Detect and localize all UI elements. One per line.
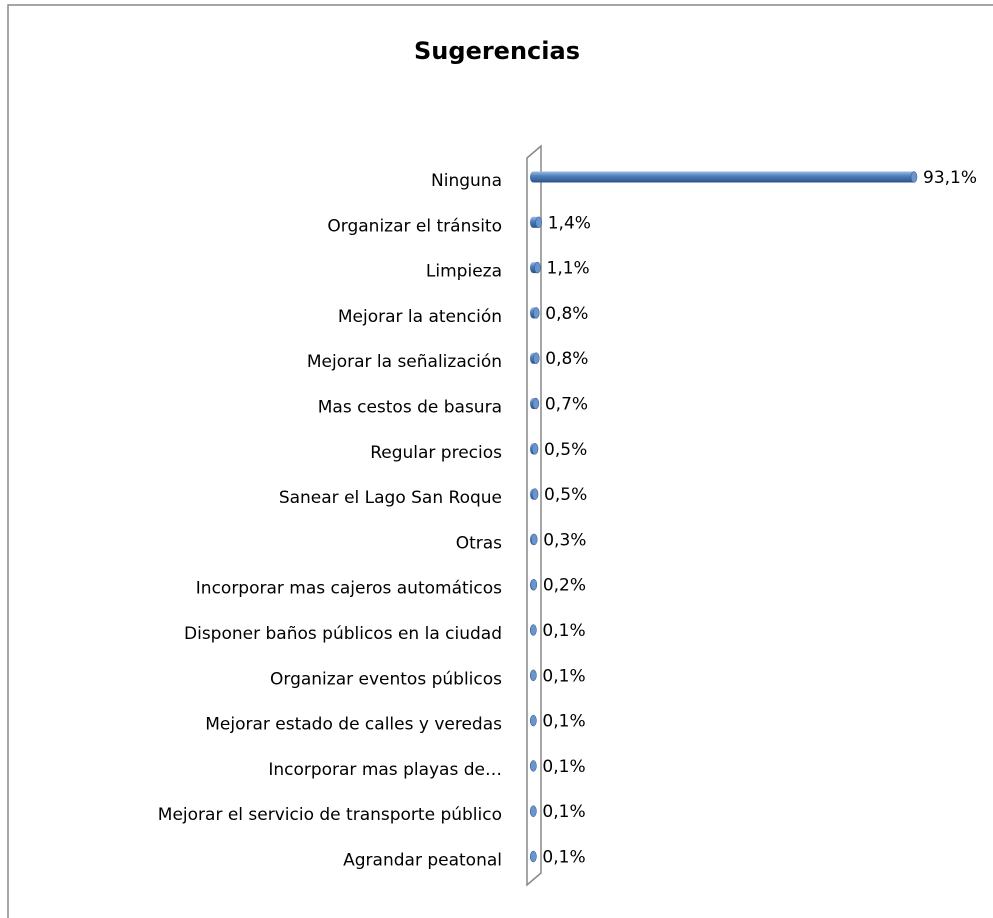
value-label: 0,1% (542, 802, 585, 822)
chart-title: Sugerencias (414, 37, 580, 65)
y-tick-label: Incorporar mas cajeros automáticos (196, 579, 502, 599)
y-tick-label: Regular precios (370, 443, 502, 463)
value-label: 0,7% (545, 395, 588, 415)
bar-cap (530, 760, 537, 772)
bar-cap (530, 624, 537, 636)
value-label: 0,1% (542, 666, 585, 686)
y-tick-label: Agrandar peatonal (343, 851, 502, 871)
chart-border (7, 4, 993, 918)
value-label: 0,3% (543, 530, 586, 550)
value-label: 0,1% (542, 621, 585, 641)
y-tick-label: Mejorar la señalización (307, 352, 502, 372)
bar-cap (530, 216, 536, 228)
value-label: 0,1% (542, 712, 585, 732)
y-tick-label: Mejorar el servicio de transporte públic… (158, 805, 502, 825)
bar-cap (530, 714, 537, 727)
y-tick-label: Otras (456, 533, 502, 553)
bar-cap (535, 216, 542, 229)
bar-cap (910, 171, 918, 183)
value-label: 1,1% (547, 259, 590, 279)
value-label: 0,1% (542, 848, 585, 868)
y-tick-label: Limpieza (426, 262, 502, 282)
bar (533, 171, 914, 183)
value-label: 0,8% (545, 349, 588, 369)
bar-cap (530, 850, 537, 863)
y-tick-label: Organizar eventos públicos (270, 669, 502, 689)
bar-cap (533, 352, 540, 364)
axis-wall (526, 144, 542, 887)
value-label: 0,2% (543, 576, 586, 596)
y-tick-label: Mas cestos de basura (318, 398, 502, 418)
bar-cap (530, 578, 538, 591)
value-label: 0,5% (544, 485, 587, 505)
y-tick-label: Disponer baños públicos en la ciudad (184, 624, 502, 644)
value-label: 1,4% (548, 213, 591, 233)
y-tick-label: Ninguna (431, 171, 502, 191)
bar-cap (533, 307, 540, 319)
bar-cap (531, 488, 539, 500)
value-label: 0,5% (544, 440, 587, 460)
bar-cap (531, 443, 539, 455)
y-tick-label: Incorporar mas playas de… (268, 760, 502, 780)
bar-cap (530, 669, 537, 682)
y-tick-label: Sanear el Lago San Roque (279, 488, 502, 508)
bar-cap (532, 397, 540, 410)
value-label: 0,1% (542, 757, 585, 777)
bar-cap (530, 262, 536, 274)
y-tick-label: Organizar el tránsito (327, 216, 502, 236)
bar-cap (534, 261, 541, 274)
value-label: 0,8% (545, 304, 588, 324)
bar-cap (530, 805, 537, 817)
bar-cap (530, 171, 536, 183)
bar-cap (530, 533, 538, 546)
y-tick-label: Mejorar estado de calles y veredas (205, 715, 502, 735)
y-tick-label: Mejorar la atención (338, 307, 502, 327)
value-label: 93,1% (923, 168, 977, 188)
